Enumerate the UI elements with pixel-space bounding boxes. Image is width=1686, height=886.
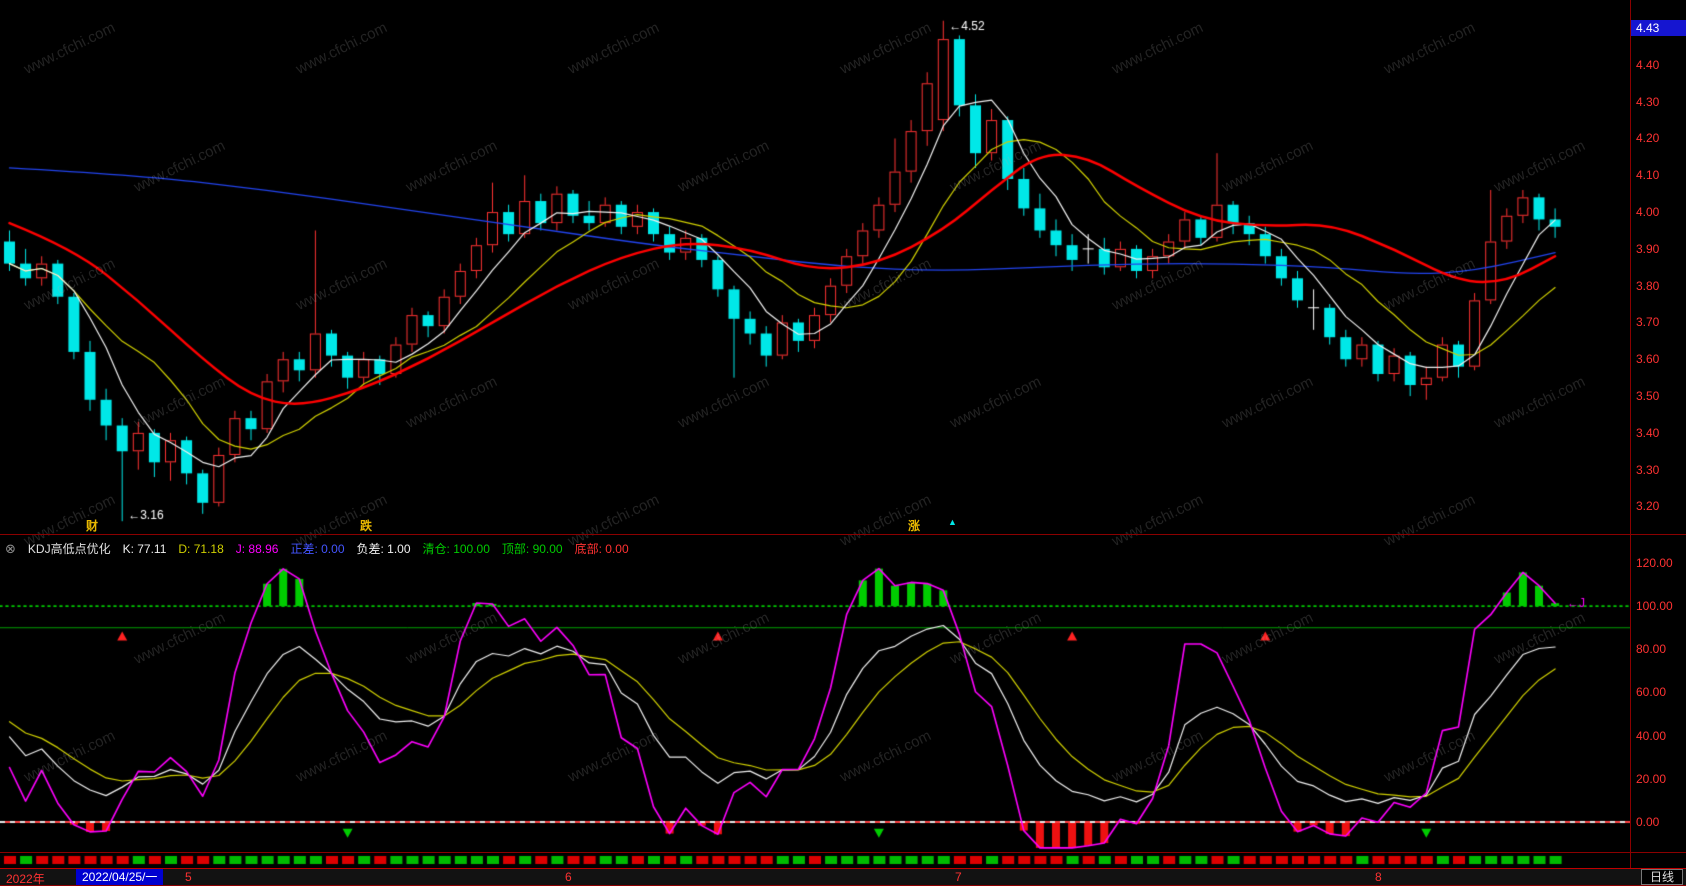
- event-marker[interactable]: 跌: [360, 519, 373, 533]
- price-axis-label: 4.00: [1636, 205, 1660, 220]
- indicator-value: 底部: 0.00: [574, 542, 629, 556]
- indicator-value: 正差: 0.00: [290, 542, 345, 556]
- price-axis-label: 4.20: [1636, 131, 1660, 146]
- indicator-title[interactable]: KDJ高低点优化: [27, 542, 111, 556]
- price-axis-label: 4.30: [1636, 94, 1660, 109]
- year-label: 2022年: [6, 872, 45, 886]
- month-label: 8: [1375, 870, 1382, 884]
- price-axis-label: 3.60: [1636, 352, 1660, 367]
- indicator-value: J: 88.96: [235, 541, 279, 556]
- panel-divider: [0, 534, 1686, 535]
- indicator-axis-label: 20.00: [1636, 771, 1667, 786]
- indicator-axis-label: 60.00: [1636, 685, 1667, 700]
- period-selector[interactable]: 日线: [1640, 869, 1683, 885]
- indicator-value: D: 71.18: [178, 541, 224, 556]
- indicator-axis-label: 100.00: [1636, 599, 1673, 614]
- indicator-value: 负差: 1.00: [356, 542, 411, 556]
- status-bar: 2022年 2022/04/25/一 日线 5 6 7 8: [0, 868, 1686, 886]
- trend-strip: [0, 854, 1630, 866]
- price-axis-label: 4.40: [1636, 57, 1660, 72]
- month-label: 6: [565, 870, 572, 884]
- event-marker-row: 财 跌 涨 ▲: [0, 516, 1630, 534]
- event-marker[interactable]: ▲: [948, 517, 957, 527]
- kdj-indicator-header: ⊗ KDJ高低点优化 K: 77.11 D: 71.18 J: 88.96 正差: 0…: [5, 540, 629, 557]
- indicator-axis-label: 0.00: [1636, 814, 1660, 829]
- indicator-value: 清仓: 100.00: [422, 542, 490, 556]
- event-marker[interactable]: 涨: [908, 519, 921, 533]
- price-axis-label: 3.70: [1636, 315, 1660, 330]
- main-kline-chart-canvas[interactable]: [0, 0, 1630, 534]
- month-label: 7: [955, 870, 962, 884]
- indicator-value: 顶部: 90.00: [501, 542, 563, 556]
- price-axis-label: 3.30: [1636, 462, 1660, 477]
- indicator-value: K: 77.11: [122, 541, 167, 556]
- event-marker[interactable]: 财: [86, 519, 99, 533]
- panel-divider: [0, 852, 1686, 853]
- price-axis-label: 3.20: [1636, 499, 1660, 514]
- price-axis-label: 4.10: [1636, 168, 1660, 183]
- price-axis-label: 3.80: [1636, 278, 1660, 293]
- current-price-tag: 4.43: [1631, 20, 1686, 36]
- indicator-axis-label: 80.00: [1636, 642, 1667, 657]
- axis-divider: [1630, 0, 1631, 868]
- price-axis: 4.43 4.40 4.30 4.20 4.10 4.00 3.90 3.80 3.70 3.6…: [1631, 0, 1686, 868]
- month-label: 5: [185, 870, 192, 884]
- indicator-toggle-icon[interactable]: ⊗: [5, 540, 16, 556]
- price-axis-label: 3.50: [1636, 389, 1660, 404]
- price-axis-label: 3.40: [1636, 425, 1660, 440]
- indicator-axis-label: 40.00: [1636, 728, 1667, 743]
- price-axis-label: 3.90: [1636, 241, 1660, 256]
- indicator-axis-label: 120.00: [1636, 556, 1673, 570]
- kdj-indicator-canvas[interactable]: [0, 537, 1630, 852]
- date-tag: 2022/04/25/一: [76, 869, 164, 885]
